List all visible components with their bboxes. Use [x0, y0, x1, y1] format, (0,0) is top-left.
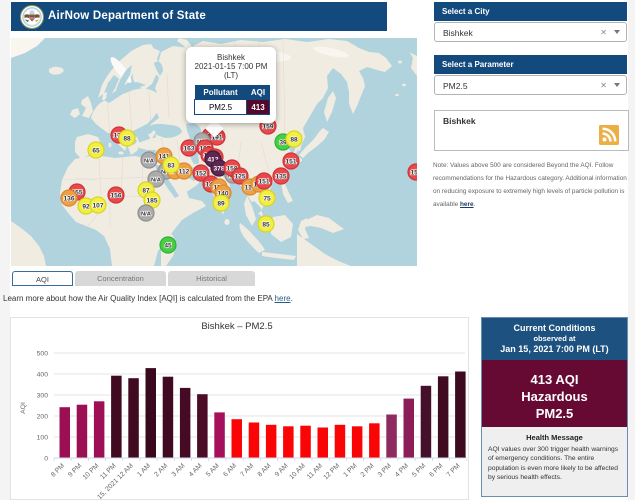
svg-text:N/A: N/A — [141, 211, 152, 217]
svg-text:2 PM: 2 PM — [360, 462, 376, 478]
svg-text:5 PM: 5 PM — [411, 462, 427, 478]
svg-text:6 AM: 6 AM — [222, 462, 238, 478]
svg-text:7 AM: 7 AM — [239, 462, 255, 478]
svg-text:10 AM: 10 AM — [288, 462, 307, 481]
svg-text:2 AM: 2 AM — [153, 462, 169, 478]
svg-text:413: 413 — [207, 156, 218, 163]
svg-text:125: 125 — [234, 173, 245, 180]
svg-text:N/A: N/A — [151, 177, 162, 183]
svg-text:107: 107 — [92, 202, 103, 209]
svg-text:10 PM: 10 PM — [82, 462, 101, 481]
svg-text:136: 136 — [63, 195, 74, 202]
svg-text:0: 0 — [44, 456, 48, 463]
svg-text:152: 152 — [195, 170, 206, 177]
svg-text:112: 112 — [179, 168, 190, 175]
svg-text:4 PM: 4 PM — [394, 462, 410, 478]
svg-text:100: 100 — [37, 435, 49, 442]
svg-text:141: 141 — [158, 153, 169, 160]
svg-text:151: 151 — [258, 178, 269, 185]
svg-text:12 PM: 12 PM — [322, 462, 341, 481]
svg-text:158: 158 — [226, 165, 237, 172]
svg-text:400: 400 — [37, 372, 49, 379]
svg-text:11 AM: 11 AM — [306, 462, 324, 480]
svg-text:88: 88 — [290, 136, 298, 143]
svg-text:87: 87 — [142, 187, 150, 194]
svg-text:159: 159 — [262, 123, 273, 130]
svg-text:65: 65 — [92, 147, 100, 154]
svg-text:155: 155 — [71, 189, 82, 196]
svg-text:115: 115 — [245, 184, 256, 191]
svg-text:89: 89 — [217, 200, 225, 207]
svg-text:8 AM: 8 AM — [257, 462, 273, 478]
svg-text:6 PM: 6 PM — [428, 462, 444, 478]
svg-text:3 PM: 3 PM — [377, 462, 393, 478]
svg-text:151: 151 — [285, 158, 296, 165]
svg-text:N/A: N/A — [144, 158, 155, 164]
svg-text:1 PM: 1 PM — [342, 462, 358, 478]
svg-text:191: 191 — [211, 134, 222, 141]
svg-text:151: 151 — [410, 169, 417, 176]
svg-text:N/A: N/A — [161, 169, 172, 175]
svg-text:378: 378 — [213, 165, 224, 172]
svg-text:92: 92 — [82, 203, 90, 210]
svg-text:140: 140 — [217, 190, 228, 197]
svg-text:5 AM: 5 AM — [205, 462, 221, 478]
svg-text:Bishkek – PM2.5: Bishkek – PM2.5 — [201, 321, 272, 332]
svg-text:135: 135 — [275, 173, 286, 180]
svg-text:8 PM: 8 PM — [50, 462, 66, 478]
svg-text:7 PM: 7 PM — [446, 462, 462, 478]
svg-text:1 AM: 1 AM — [136, 462, 152, 478]
svg-text:75: 75 — [263, 195, 271, 202]
svg-text:39: 39 — [279, 139, 287, 146]
svg-text:185: 185 — [146, 197, 157, 204]
svg-text:88: 88 — [123, 135, 131, 142]
svg-text:500: 500 — [37, 351, 49, 358]
svg-text:156: 156 — [110, 192, 121, 199]
svg-text:AQI: AQI — [20, 402, 27, 414]
svg-text:85: 85 — [262, 221, 270, 228]
svg-text:83: 83 — [167, 162, 175, 169]
svg-text:200: 200 — [37, 414, 49, 421]
svg-text:4 AM: 4 AM — [188, 462, 204, 478]
svg-text:300: 300 — [37, 393, 49, 400]
svg-text:45: 45 — [164, 242, 172, 249]
svg-text:3 AM: 3 AM — [171, 462, 187, 478]
svg-text:163: 163 — [183, 145, 194, 152]
